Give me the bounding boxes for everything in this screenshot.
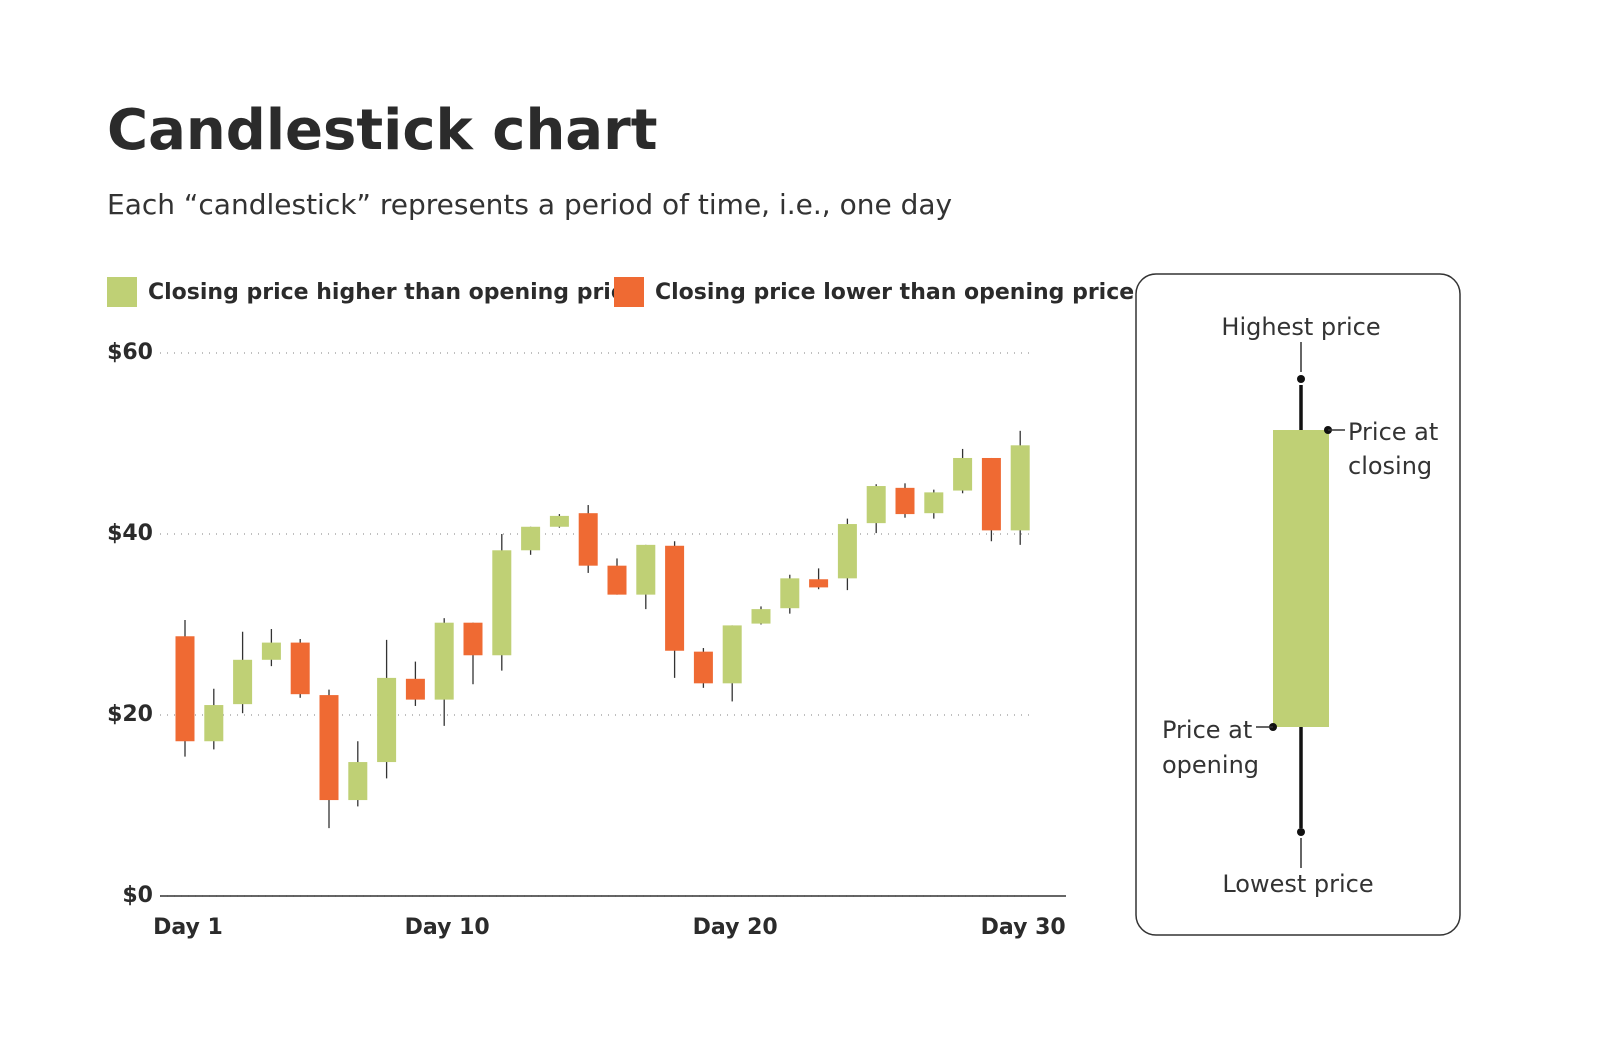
candle-body: [953, 457, 973, 491]
chart-title: Candlestick chart: [107, 98, 657, 163]
candle-body: [348, 762, 368, 801]
candle-body: [492, 550, 512, 656]
dot: [1297, 375, 1305, 383]
x-tick-label: Day 1: [153, 915, 223, 940]
note: closing: [1348, 452, 1432, 480]
y-tick-label: $20: [107, 702, 153, 727]
candle-body: [261, 642, 281, 660]
explainer: Highest price Price at closing Price at …: [1135, 273, 1461, 936]
y-tick-label: $40: [107, 521, 153, 546]
candle-body: [175, 636, 195, 742]
chart-subtitle: Each “candlestick” represents a period o…: [107, 188, 952, 221]
candle-body: [866, 486, 886, 524]
legend-swatch: [107, 277, 137, 307]
dot: [1297, 828, 1305, 836]
x-tick-label: Day 30: [981, 915, 1066, 940]
note: Highest price: [1221, 313, 1380, 341]
x-tick-label: Day 10: [405, 915, 490, 940]
candle-body: [463, 622, 483, 656]
note: Price at: [1348, 418, 1438, 446]
candle-body: [837, 524, 857, 579]
candle-body: [204, 705, 224, 742]
candle-body: [924, 492, 944, 514]
candle-body: [665, 545, 685, 651]
note: Price at: [1162, 716, 1252, 744]
candle-body: [377, 677, 397, 763]
note: opening: [1162, 751, 1259, 779]
explainer-box: [1135, 273, 1461, 936]
legend: Closing price higher than opening price …: [107, 277, 1134, 307]
x-tick-label: Day 20: [693, 915, 778, 940]
candle-body: [434, 622, 454, 700]
y-tick-label: $60: [107, 340, 153, 365]
note: Lowest price: [1222, 870, 1373, 898]
candle-body: [809, 579, 829, 588]
legend-swatch: [614, 277, 644, 307]
candle-body: [233, 659, 253, 705]
legend-label: Closing price lower than opening price: [655, 280, 1134, 305]
candle-body: [607, 565, 627, 595]
candle-body: [1010, 445, 1030, 531]
candle-body: [521, 526, 541, 551]
legend-label: Closing price higher than opening price: [148, 280, 639, 305]
candle-body: [693, 651, 713, 684]
candle-body: [405, 678, 425, 700]
candle-body: [636, 544, 656, 595]
candle-body: [751, 609, 771, 624]
y-tick-label: $0: [122, 883, 153, 908]
candle-body: [895, 487, 915, 515]
candle-body: [578, 513, 598, 566]
candle-body: [780, 578, 800, 609]
candle-body: [290, 642, 310, 695]
plot: $0 $20 $40 $60 Day 1 Day 10 Day 20 Day 30: [107, 340, 1066, 940]
candle-body: [722, 625, 742, 684]
candle-body: [981, 457, 1001, 531]
candle-body: [549, 515, 569, 527]
candle-body: [319, 695, 339, 801]
example-body: [1273, 430, 1329, 727]
